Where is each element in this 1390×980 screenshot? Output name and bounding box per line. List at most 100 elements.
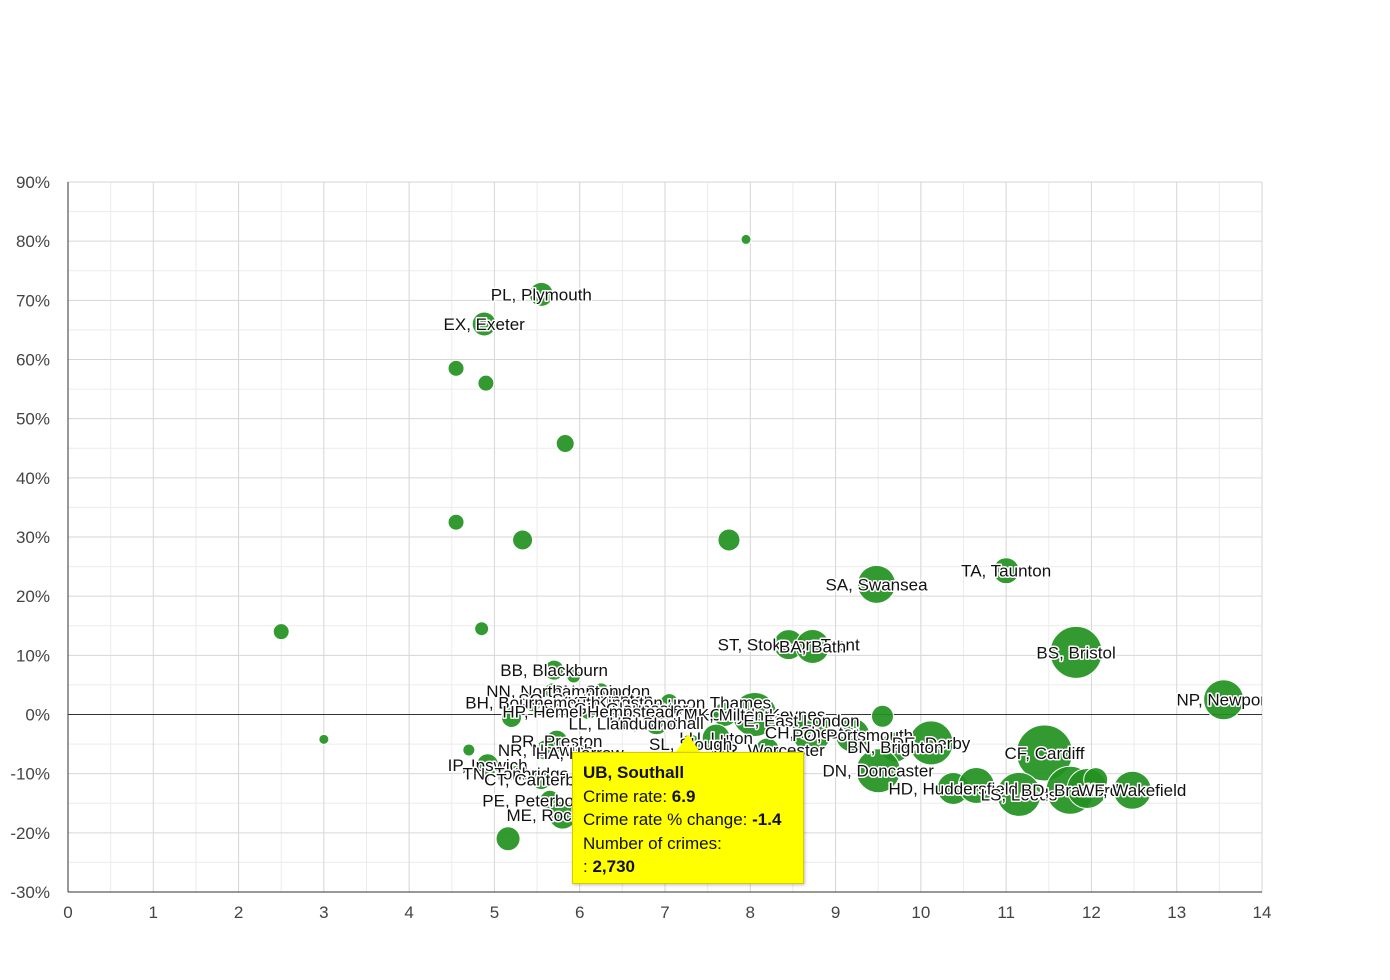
bubble[interactable] <box>447 513 465 531</box>
bubble-label: DN, Doncaster <box>822 762 934 781</box>
bubble[interactable] <box>857 564 897 604</box>
x-tick-label: 10 <box>911 903 930 922</box>
bubble[interactable] <box>592 682 610 700</box>
y-tick-label: 50% <box>16 410 50 429</box>
bubble[interactable] <box>543 682 561 700</box>
x-tick-label: 1 <box>149 903 158 922</box>
x-tick-label: 3 <box>319 903 328 922</box>
bubble-label: BD, Bradford <box>1021 781 1119 800</box>
bubble[interactable] <box>318 733 330 745</box>
y-tick-label: 70% <box>16 291 50 310</box>
bubble[interactable] <box>1203 679 1245 721</box>
bubble[interactable] <box>507 765 525 783</box>
bubble[interactable] <box>512 529 534 551</box>
x-tick-label: 0 <box>63 903 72 922</box>
bubble[interactable] <box>791 711 833 753</box>
bubble[interactable] <box>1049 625 1103 679</box>
bubble-label: E, East London <box>743 711 859 730</box>
bubble[interactable] <box>795 628 831 664</box>
bubble-label: LL, Llandudno <box>568 714 676 733</box>
x-tick-label: 12 <box>1082 903 1101 922</box>
tooltip-row-crime-rate: Crime rate: 6.9 <box>583 785 793 809</box>
bubble-label: SN, Swindon <box>552 682 650 701</box>
bubble[interactable] <box>870 704 894 728</box>
bubble[interactable] <box>1112 770 1152 810</box>
bubble-label: PL, Plymouth <box>491 285 592 304</box>
bubble[interactable] <box>855 748 901 794</box>
tooltip-value: 6.9 <box>671 786 696 806</box>
tooltip-row-crime-change: Crime rate % change: -1.4 <box>583 808 793 832</box>
y-tick-label: -30% <box>10 883 50 902</box>
bubble[interactable] <box>543 659 565 681</box>
bubble[interactable] <box>1083 767 1109 793</box>
bubble[interactable] <box>495 826 521 852</box>
bubble[interactable] <box>523 693 543 713</box>
bubble[interactable] <box>717 528 741 552</box>
bubble-label: CF, Cardiff <box>1005 744 1085 763</box>
bubble[interactable] <box>579 703 597 721</box>
bubble[interactable] <box>476 753 500 777</box>
bubble-label: WF, Wakefield <box>1078 781 1186 800</box>
tooltip-label: Crime rate % change: <box>583 810 753 829</box>
y-tick-label: 90% <box>16 173 50 192</box>
bubble[interactable] <box>732 692 778 737</box>
bubble[interactable] <box>992 557 1020 585</box>
tooltip-label: Number of crimes: <box>583 833 722 853</box>
bubble[interactable] <box>566 668 582 684</box>
tooltip-row-crime-count: : 2,730 <box>583 855 793 879</box>
bubble[interactable] <box>996 771 1042 817</box>
tooltip-pointer <box>676 734 700 752</box>
bubble-label: CH, Chester <box>765 723 859 742</box>
bubble-label: PO, Portsmouth <box>792 726 913 745</box>
bubble-label: CT, Canterbury <box>484 771 599 790</box>
bubble-label: MK, Milton Keynes <box>684 706 826 725</box>
x-tick-label: 11 <box>997 903 1015 922</box>
bubble[interactable] <box>447 359 465 377</box>
tooltip: UB, Southall Crime rate: 6.9 Crime rate … <box>572 752 804 884</box>
bubble-label: GL, Gloucester <box>574 700 689 719</box>
bubble-label: NR, Norwich <box>498 741 593 760</box>
bubble[interactable] <box>528 281 554 307</box>
y-tick-label: 10% <box>16 646 50 665</box>
x-tick-label: 4 <box>404 903 413 922</box>
bubble[interactable] <box>477 374 495 392</box>
bubble-label: PR, Preston <box>511 732 603 751</box>
bubble-label: BB, Blackburn <box>500 661 608 680</box>
bubble-label: HD, Huddersfield <box>889 779 1018 798</box>
bubble-label: BA, Bath <box>779 637 846 656</box>
bubble-label: DE, Derby <box>892 734 971 753</box>
bubble[interactable] <box>1016 724 1074 782</box>
x-tick-label: 13 <box>1167 903 1186 922</box>
x-tick-label: 7 <box>660 903 669 922</box>
x-tick-label: 2 <box>234 903 243 922</box>
bubble-label: NN, Northampton <box>486 682 618 701</box>
y-tick-label: 40% <box>16 469 50 488</box>
bubble[interactable] <box>835 717 871 753</box>
tooltip-row-crime-count-label: Number of crimes: <box>583 832 793 856</box>
bubble[interactable] <box>555 434 575 454</box>
bubble[interactable] <box>740 233 752 245</box>
bubble[interactable] <box>500 706 522 728</box>
y-tick-label: 20% <box>16 587 50 606</box>
tooltip-label: Crime rate: <box>583 786 672 806</box>
bubble[interactable] <box>272 623 290 641</box>
bubble[interactable] <box>471 311 497 337</box>
bubble[interactable] <box>535 739 557 761</box>
bubble-label: CR, Croydon <box>676 706 774 725</box>
y-tick-label: 80% <box>16 232 50 251</box>
bubble-label: UB, Southall <box>609 714 704 733</box>
bubble-label: TA, Taunton <box>961 562 1051 581</box>
bubble[interactable] <box>613 714 631 732</box>
bubble-label: HP, Hemel Hempstead <box>502 703 674 722</box>
bubble[interactable] <box>957 767 995 804</box>
bubble-label: SO, Southampton <box>518 691 653 710</box>
tooltip-value: 2,730 <box>592 857 635 876</box>
bubble[interactable] <box>462 743 476 757</box>
bubbles <box>272 233 1245 852</box>
bubble[interactable] <box>530 769 552 791</box>
bubble-label: BS, Bristol <box>1036 643 1115 662</box>
bubble[interactable] <box>474 621 490 637</box>
bubble[interactable] <box>643 710 669 736</box>
bubble-label: ST, Stoke-on-Trent <box>718 636 860 655</box>
